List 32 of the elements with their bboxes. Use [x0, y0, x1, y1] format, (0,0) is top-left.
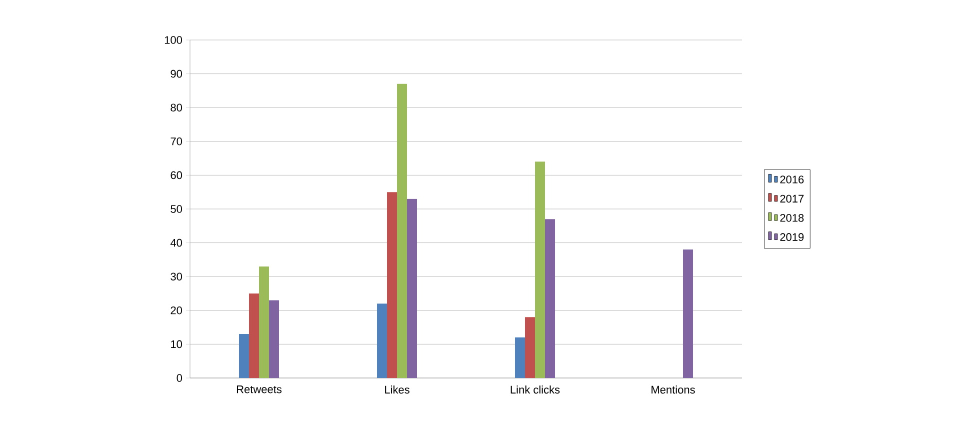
bar — [545, 219, 555, 378]
legend-label: 2016 — [780, 176, 804, 184]
y-tick-label: 50 — [170, 205, 182, 213]
legend-label: 2017 — [780, 194, 804, 203]
bar — [259, 266, 270, 378]
bar — [407, 198, 417, 378]
y-tick-label: 30 — [170, 272, 182, 280]
x-tick-label: Retweets — [236, 386, 282, 394]
legend-label: 2018 — [780, 214, 804, 222]
x-tick-label: Mentions — [652, 386, 695, 394]
y-tick-label: 20 — [170, 306, 182, 314]
bar — [525, 317, 535, 378]
bar — [535, 162, 545, 378]
y-tick-label: 70 — [170, 138, 182, 146]
y-tick-label: 10 — [171, 340, 182, 348]
bar — [397, 84, 407, 378]
bar — [269, 300, 280, 378]
x-tick-label: Link clicks — [510, 386, 560, 394]
bar — [682, 250, 693, 378]
bar — [377, 304, 387, 378]
y-tick-label: 90 — [170, 70, 182, 78]
bar — [387, 192, 398, 378]
y-tick-label: 60 — [170, 171, 182, 180]
y-tick-label: 40 — [170, 238, 182, 247]
bar — [515, 337, 525, 378]
legend-label: 2019 — [780, 233, 804, 241]
bar — [239, 334, 250, 378]
bar — [249, 293, 260, 378]
y-tick-label: 0 — [176, 374, 182, 382]
x-tick-label: Likes — [385, 386, 410, 394]
y-tick-label: 100 — [164, 36, 182, 44]
y-tick-label: 80 — [170, 104, 182, 112]
